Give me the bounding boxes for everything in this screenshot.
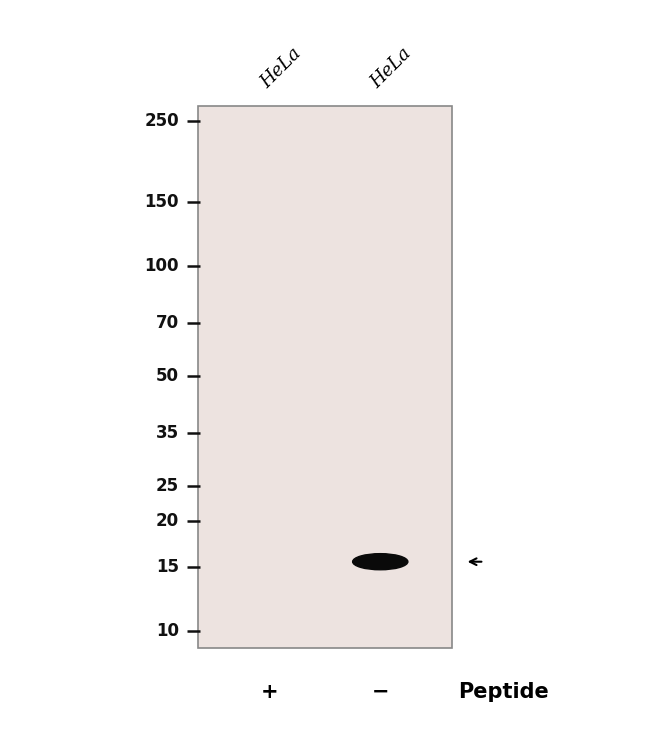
Text: 150: 150	[144, 193, 179, 211]
Text: +: +	[261, 681, 279, 702]
Text: 25: 25	[155, 477, 179, 495]
Bar	[198, 106, 452, 648]
Text: 35: 35	[155, 424, 179, 441]
Text: 100: 100	[144, 258, 179, 275]
Text: 20: 20	[155, 512, 179, 530]
Text: 70: 70	[155, 314, 179, 332]
Text: 10: 10	[156, 622, 179, 640]
Text: −: −	[372, 681, 389, 702]
Text: 50: 50	[156, 367, 179, 385]
Text: HeLa: HeLa	[257, 44, 304, 92]
Text: 15: 15	[156, 558, 179, 576]
Ellipse shape	[352, 553, 408, 569]
Text: 250: 250	[144, 112, 179, 130]
Text: HeLa: HeLa	[367, 44, 415, 92]
Text: Peptide: Peptide	[458, 681, 549, 702]
